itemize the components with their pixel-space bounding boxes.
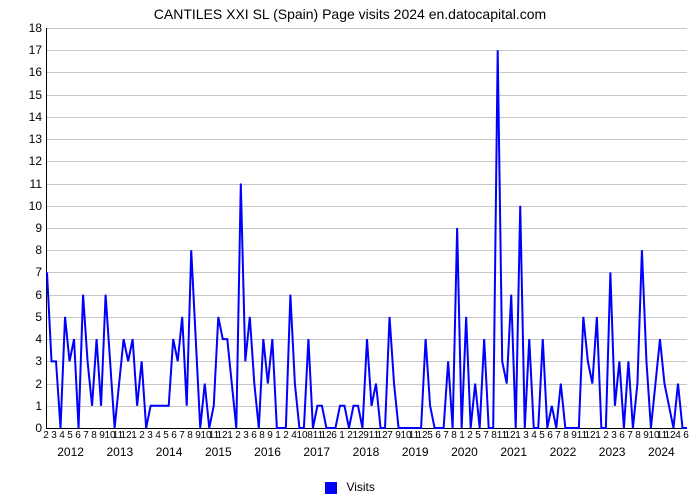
y-tick-label: 2 (8, 377, 42, 391)
y-tick-label: 15 (8, 88, 42, 102)
x-month-label: 3 (147, 430, 153, 441)
x-month-label: 6 (171, 430, 177, 441)
y-tick-label: 10 (8, 199, 42, 213)
x-month-label: 1 (275, 430, 281, 441)
x-month-label: 7 (443, 430, 449, 441)
x-year-label: 2015 (205, 445, 232, 459)
x-month-label: 2 (603, 430, 609, 441)
x-month-label: 8 (187, 430, 193, 441)
x-month-label: 8 (563, 430, 569, 441)
x-month-label: 7 (483, 430, 489, 441)
x-year-label: 2018 (353, 445, 380, 459)
x-month-label: 8 (259, 430, 265, 441)
x-year-label: 2023 (599, 445, 626, 459)
x-month-label: 7 (83, 430, 89, 441)
x-month-label: 12 (504, 430, 515, 441)
plot-area (46, 28, 687, 429)
y-tick-label: 3 (8, 354, 42, 368)
y-tick-label: 9 (8, 221, 42, 235)
x-month-label: 1 (515, 430, 521, 441)
y-tick-label: 1 (8, 399, 42, 413)
x-month-label: 6 (251, 430, 257, 441)
x-month-label: 7 (179, 430, 185, 441)
y-tick-label: 8 (8, 243, 42, 257)
y-tick-label: 16 (8, 65, 42, 79)
x-year-label: 2014 (156, 445, 183, 459)
legend: Visits (0, 480, 700, 494)
x-month-label: 12 (120, 430, 131, 441)
x-month-label: 6 (619, 430, 625, 441)
chart-container: CANTILES XXI SL (Spain) Page visits 2024… (0, 0, 700, 500)
x-month-label: 6 (435, 430, 441, 441)
x-month-label: 8 (635, 430, 641, 441)
x-month-label: 6 (75, 430, 81, 441)
x-month-label: 4 (155, 430, 161, 441)
x-year-label: 2016 (254, 445, 281, 459)
x-month-label: 7 (387, 430, 393, 441)
x-month-label: 12 (584, 430, 595, 441)
x-month-label: 1 (459, 430, 465, 441)
y-tick-label: 4 (8, 332, 42, 346)
x-month-label: 2 (467, 430, 473, 441)
x-year-label: 2024 (648, 445, 675, 459)
x-year-label: 2020 (451, 445, 478, 459)
x-year-label: 2013 (106, 445, 133, 459)
x-month-label: 6 (547, 430, 553, 441)
x-month-label: 2 (43, 430, 49, 441)
x-month-label: 12 (376, 430, 387, 441)
x-month-label: 3 (51, 430, 57, 441)
x-month-label: 2 (283, 430, 289, 441)
x-month-label: 3 (611, 430, 617, 441)
x-month-label: 12 (352, 430, 363, 441)
legend-label: Visits (346, 480, 374, 494)
y-tick-label: 0 (8, 421, 42, 435)
y-tick-label: 12 (8, 154, 42, 168)
x-year-label: 2022 (550, 445, 577, 459)
x-month-label: 3 (523, 430, 529, 441)
x-month-label: 12 (664, 430, 675, 441)
chart-title: CANTILES XXI SL (Spain) Page visits 2024… (0, 0, 700, 24)
x-month-label: 8 (451, 430, 457, 441)
x-month-label: 5 (539, 430, 545, 441)
x-month-label: 9 (267, 430, 273, 441)
y-tick-label: 7 (8, 265, 42, 279)
x-month-label: 7 (555, 430, 561, 441)
x-month-label: 12 (416, 430, 427, 441)
y-tick-label: 17 (8, 43, 42, 57)
x-month-label: 2 (235, 430, 241, 441)
x-month-label: 1 (131, 430, 137, 441)
x-month-label: 5 (163, 430, 169, 441)
x-month-label: 5 (475, 430, 481, 441)
x-month-label: 4 (675, 430, 681, 441)
y-tick-label: 14 (8, 110, 42, 124)
x-year-label: 2019 (402, 445, 429, 459)
x-month-label: 4 (59, 430, 65, 441)
x-month-label: 12 (320, 430, 331, 441)
x-month-label: 12 (216, 430, 227, 441)
x-month-label: 4 (531, 430, 537, 441)
y-tick-label: 13 (8, 132, 42, 146)
x-month-label: 5 (427, 430, 433, 441)
x-year-label: 2021 (500, 445, 527, 459)
x-month-label: 8 (91, 430, 97, 441)
y-tick-label: 18 (8, 21, 42, 35)
x-month-label: 1 (595, 430, 601, 441)
x-month-label: 3 (243, 430, 249, 441)
x-month-label: 6 (683, 430, 689, 441)
line-series (47, 28, 687, 428)
x-axis-year-labels: 2012 2013 2014 2015 2016 2017 2018 2019 2020 2021… (46, 445, 686, 465)
x-month-label: 2 (139, 430, 145, 441)
x-month-label: 5 (67, 430, 73, 441)
x-month-label: 6 (331, 430, 337, 441)
x-year-label: 2017 (303, 445, 330, 459)
x-month-label: 10 (296, 430, 307, 441)
x-month-label: 1 (227, 430, 233, 441)
y-tick-label: 11 (8, 177, 42, 191)
y-tick-label: 6 (8, 288, 42, 302)
x-month-label: 1 (339, 430, 345, 441)
legend-swatch (325, 482, 337, 494)
x-month-label: 7 (627, 430, 633, 441)
y-tick-label: 5 (8, 310, 42, 324)
x-year-label: 2012 (57, 445, 84, 459)
